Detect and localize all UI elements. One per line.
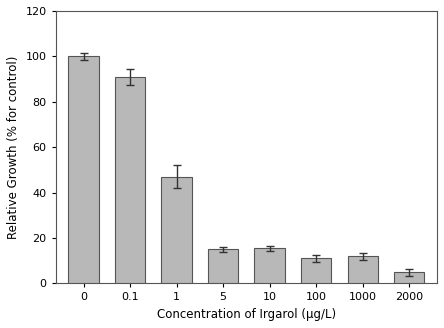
Bar	[348, 256, 378, 283]
X-axis label: Concentration of Irgarol (μg/L): Concentration of Irgarol (μg/L)	[157, 308, 336, 321]
Bar	[301, 258, 331, 283]
Bar	[394, 272, 424, 283]
Bar	[254, 248, 285, 283]
Bar	[208, 249, 238, 283]
Y-axis label: Relative Growth (% for control): Relative Growth (% for control)	[7, 55, 20, 239]
Bar	[162, 177, 192, 283]
Bar	[115, 77, 145, 283]
Bar	[68, 56, 99, 283]
